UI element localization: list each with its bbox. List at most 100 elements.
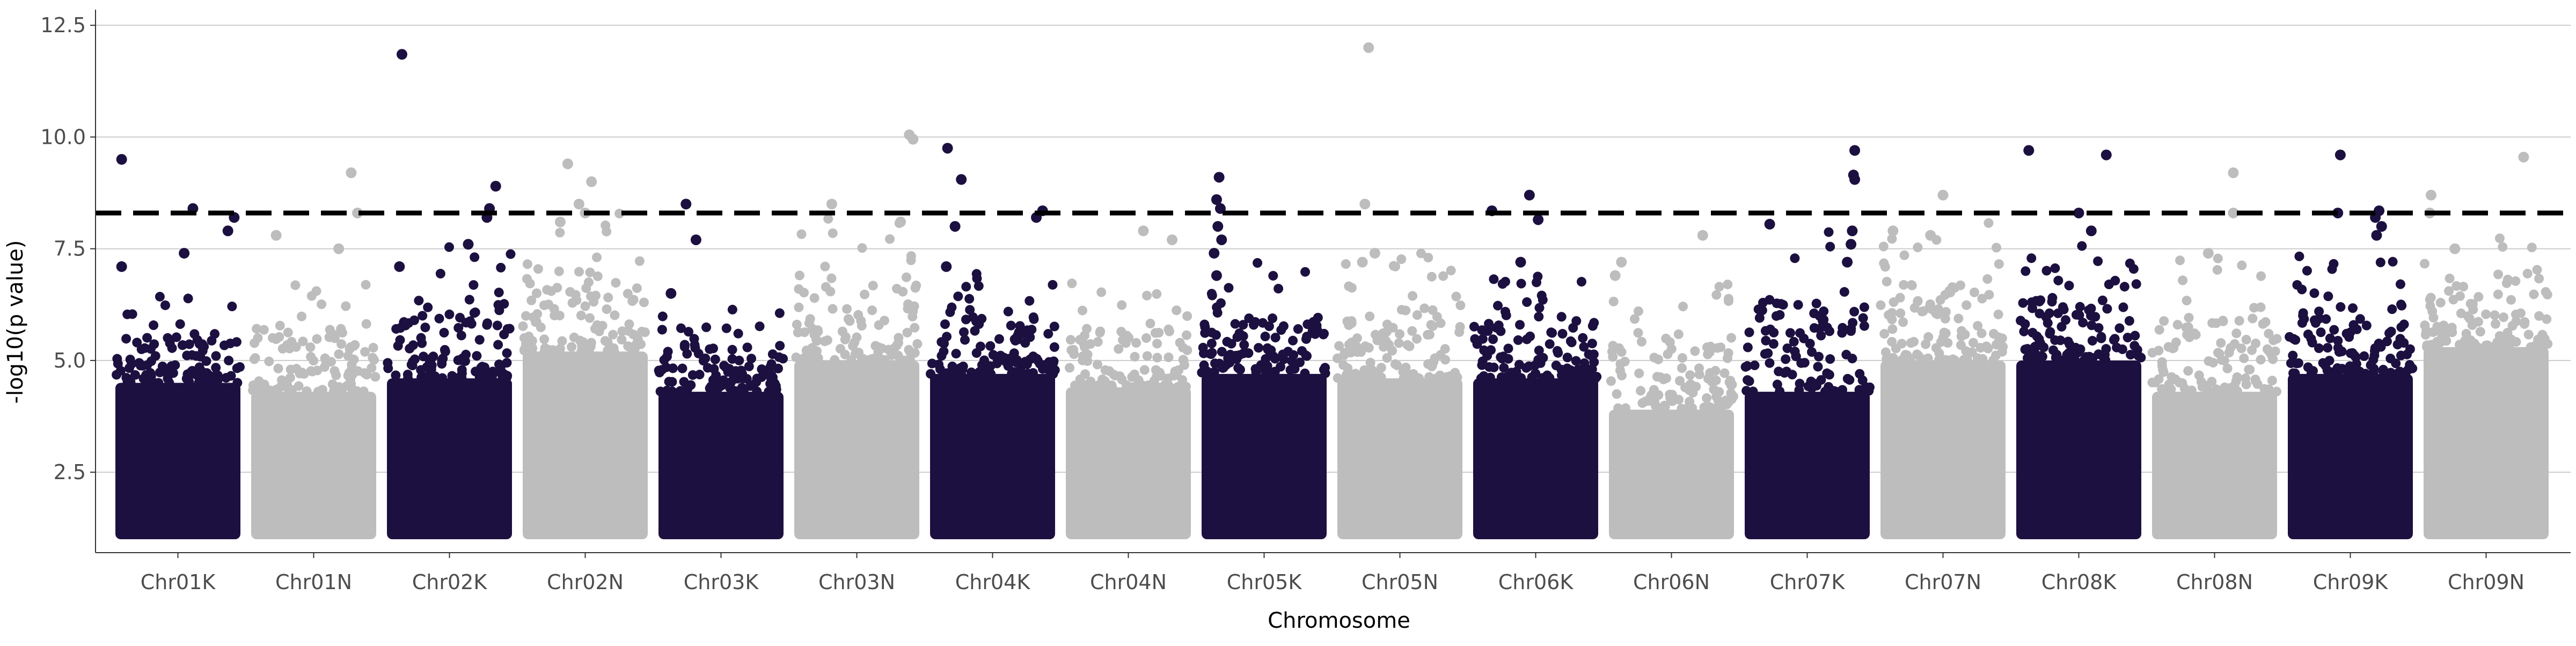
axes <box>90 10 2571 558</box>
point-Chr08K-edge-56 <box>2086 303 2096 313</box>
point-Chr09K-edge-69 <box>2387 304 2397 314</box>
point-Chr03N-upper-29 <box>813 353 823 363</box>
point-cloud-Chr03N <box>794 360 919 540</box>
point-Chr05N-upper-37 <box>1344 281 1354 291</box>
point-Chr02K-edge-27 <box>453 323 464 333</box>
point-Chr01N-upper-0 <box>320 353 330 363</box>
point-Chr08N-edge-43 <box>2214 349 2224 359</box>
point-cloud-Chr07K <box>1745 392 1870 540</box>
point-Chr09K-upper-4 <box>2376 342 2386 352</box>
point-Chr09K-upper-30 <box>2321 314 2331 324</box>
point-Chr06N-edge-41 <box>1722 399 1732 409</box>
point-Chr01N-upper-32 <box>264 356 274 366</box>
point-Chr02N-upper-39 <box>569 332 579 342</box>
point-Chr06N-upper-9 <box>1723 280 1733 290</box>
point-Chr07K-peak-6 <box>1842 256 1853 268</box>
point-Chr05K-upper-0 <box>1250 364 1261 374</box>
point-Chr08K-upper-14 <box>2021 266 2031 276</box>
point-Chr03K-peak-1 <box>690 234 701 245</box>
point-Chr01N-upper-24 <box>284 386 294 397</box>
x-tick-label-Chr08N: Chr08N <box>2176 570 2253 594</box>
point-Chr07N-upper-37 <box>1984 218 1994 228</box>
point-Chr08N-upper-9 <box>2237 260 2247 270</box>
point-Chr04K-upper-8 <box>966 367 976 377</box>
point-Chr02N-upper-34 <box>601 221 611 231</box>
point-Chr07K-upper-29 <box>1813 362 1823 372</box>
point-Chr06N-edge-43 <box>1694 369 1704 379</box>
point-Chr06K-edge-47 <box>1521 363 1531 373</box>
point-Chr03N-upper-39 <box>809 329 819 340</box>
x-axis-title: Chromosome <box>1268 608 1410 633</box>
point-Chr07K-upper-24 <box>1791 351 1801 362</box>
point-Chr02N-upper-8 <box>536 322 546 333</box>
point-Chr06N-edge-68 <box>1724 377 1735 387</box>
point-Chr01K-edge-28 <box>163 333 173 343</box>
point-Chr08N-upper-21 <box>2256 271 2266 281</box>
point-Chr02K-upper-32 <box>469 280 479 290</box>
point-Chr06N-edge-51 <box>1608 352 1618 362</box>
point-Chr02K-upper-27 <box>457 353 467 363</box>
point-Chr01N-edge-33 <box>319 362 330 372</box>
point-Chr09K-edge-24 <box>2384 328 2395 339</box>
point-Chr03N-edge-19 <box>902 327 912 337</box>
point-Chr08N-edge-69 <box>2164 379 2174 390</box>
point-Chr06K-edge-4 <box>1562 353 1572 363</box>
point-Chr04K-upper-16 <box>1020 357 1030 367</box>
point-Chr07N-edge-45 <box>1941 328 1951 339</box>
point-Chr02N-upper-7 <box>586 337 596 348</box>
point-Chr07N-upper-19 <box>1882 276 1892 287</box>
chromosome-Chr01N <box>248 167 380 540</box>
point-Chr07N-edge-26 <box>1941 307 1951 317</box>
point-Chr01K-peak-2 <box>179 247 190 259</box>
point-Chr01N-edge-68 <box>327 379 338 390</box>
point-Chr08N-edge-63 <box>2248 313 2258 324</box>
point-Chr05K-upper-29 <box>1212 302 1222 312</box>
point-Chr09N-upper-19 <box>2526 342 2536 352</box>
point-Chr07K-edge-59 <box>1807 347 1817 357</box>
point-Chr09N-upper-5 <box>2473 292 2484 302</box>
point-Chr08N-upper-1 <box>2150 377 2160 387</box>
point-Chr06N-upper-37 <box>1691 381 1701 392</box>
point-Chr07N-edge-24 <box>1899 280 1909 290</box>
point-Chr06K-edge-59 <box>1522 334 1532 344</box>
point-Chr04N-edge-56 <box>1084 380 1094 391</box>
point-Chr05N-upper-23 <box>1376 372 1386 383</box>
point-Chr01K-upper-20 <box>142 333 152 343</box>
point-Chr02N-edge-54 <box>589 297 599 307</box>
point-Chr03N-edge-35 <box>830 355 840 365</box>
x-tick-label-Chr05N: Chr05N <box>1362 570 1438 594</box>
point-Chr05N-upper-16 <box>1333 373 1343 383</box>
point-Chr08K-upper-15 <box>2136 353 2146 363</box>
point-Chr01K-peak-4 <box>222 225 233 237</box>
point-Chr01N-peak-3 <box>333 243 345 254</box>
point-Chr07K-upper-21 <box>1814 324 1825 334</box>
point-Chr06N-upper-7 <box>1711 375 1721 385</box>
point-Chr05K-edge-63 <box>1243 348 1254 358</box>
point-Chr06K-edge-26 <box>1567 337 1577 348</box>
point-Chr03N-upper-12 <box>874 320 884 330</box>
point-Chr04N-edge-59 <box>1078 355 1088 365</box>
point-Chr03K-upper-21 <box>721 323 731 333</box>
point-Chr07N-edge-28 <box>1898 317 1908 327</box>
point-Chr04N-upper-30 <box>1093 337 1103 347</box>
point-Chr05K-edge-18 <box>1270 333 1280 343</box>
point-Chr07N-edge-6 <box>1879 329 1890 339</box>
point-Chr06N-edge-65 <box>1661 333 1671 343</box>
point-Chr06N-upper-14 <box>1636 336 1646 347</box>
point-Chr08N-upper-11 <box>2168 343 2178 354</box>
point-Chr07K-upper-20 <box>1839 287 1849 297</box>
point-Chr01K-edge-60 <box>184 339 194 349</box>
point-Chr06K-upper-5 <box>1485 372 1495 383</box>
point-Chr02K-upper-25 <box>475 373 486 383</box>
point-Chr05K-upper-31 <box>1197 368 1207 378</box>
point-Chr09K-edge-55 <box>2341 328 2352 339</box>
point-Chr01N-peak-0 <box>346 167 357 179</box>
point-Chr05K-upper-26 <box>1217 347 1227 357</box>
point-Chr02K-upper-1 <box>383 363 393 373</box>
point-Chr03K-upper-32 <box>763 366 773 377</box>
point-Chr07K-edge-54 <box>1803 381 1813 392</box>
point-Chr09N-edge-55 <box>2493 289 2503 299</box>
point-Chr09N-upper-31 <box>2506 334 2516 344</box>
point-Chr01K-upper-0 <box>155 368 165 378</box>
point-Chr06K-upper-22 <box>1489 274 1499 284</box>
